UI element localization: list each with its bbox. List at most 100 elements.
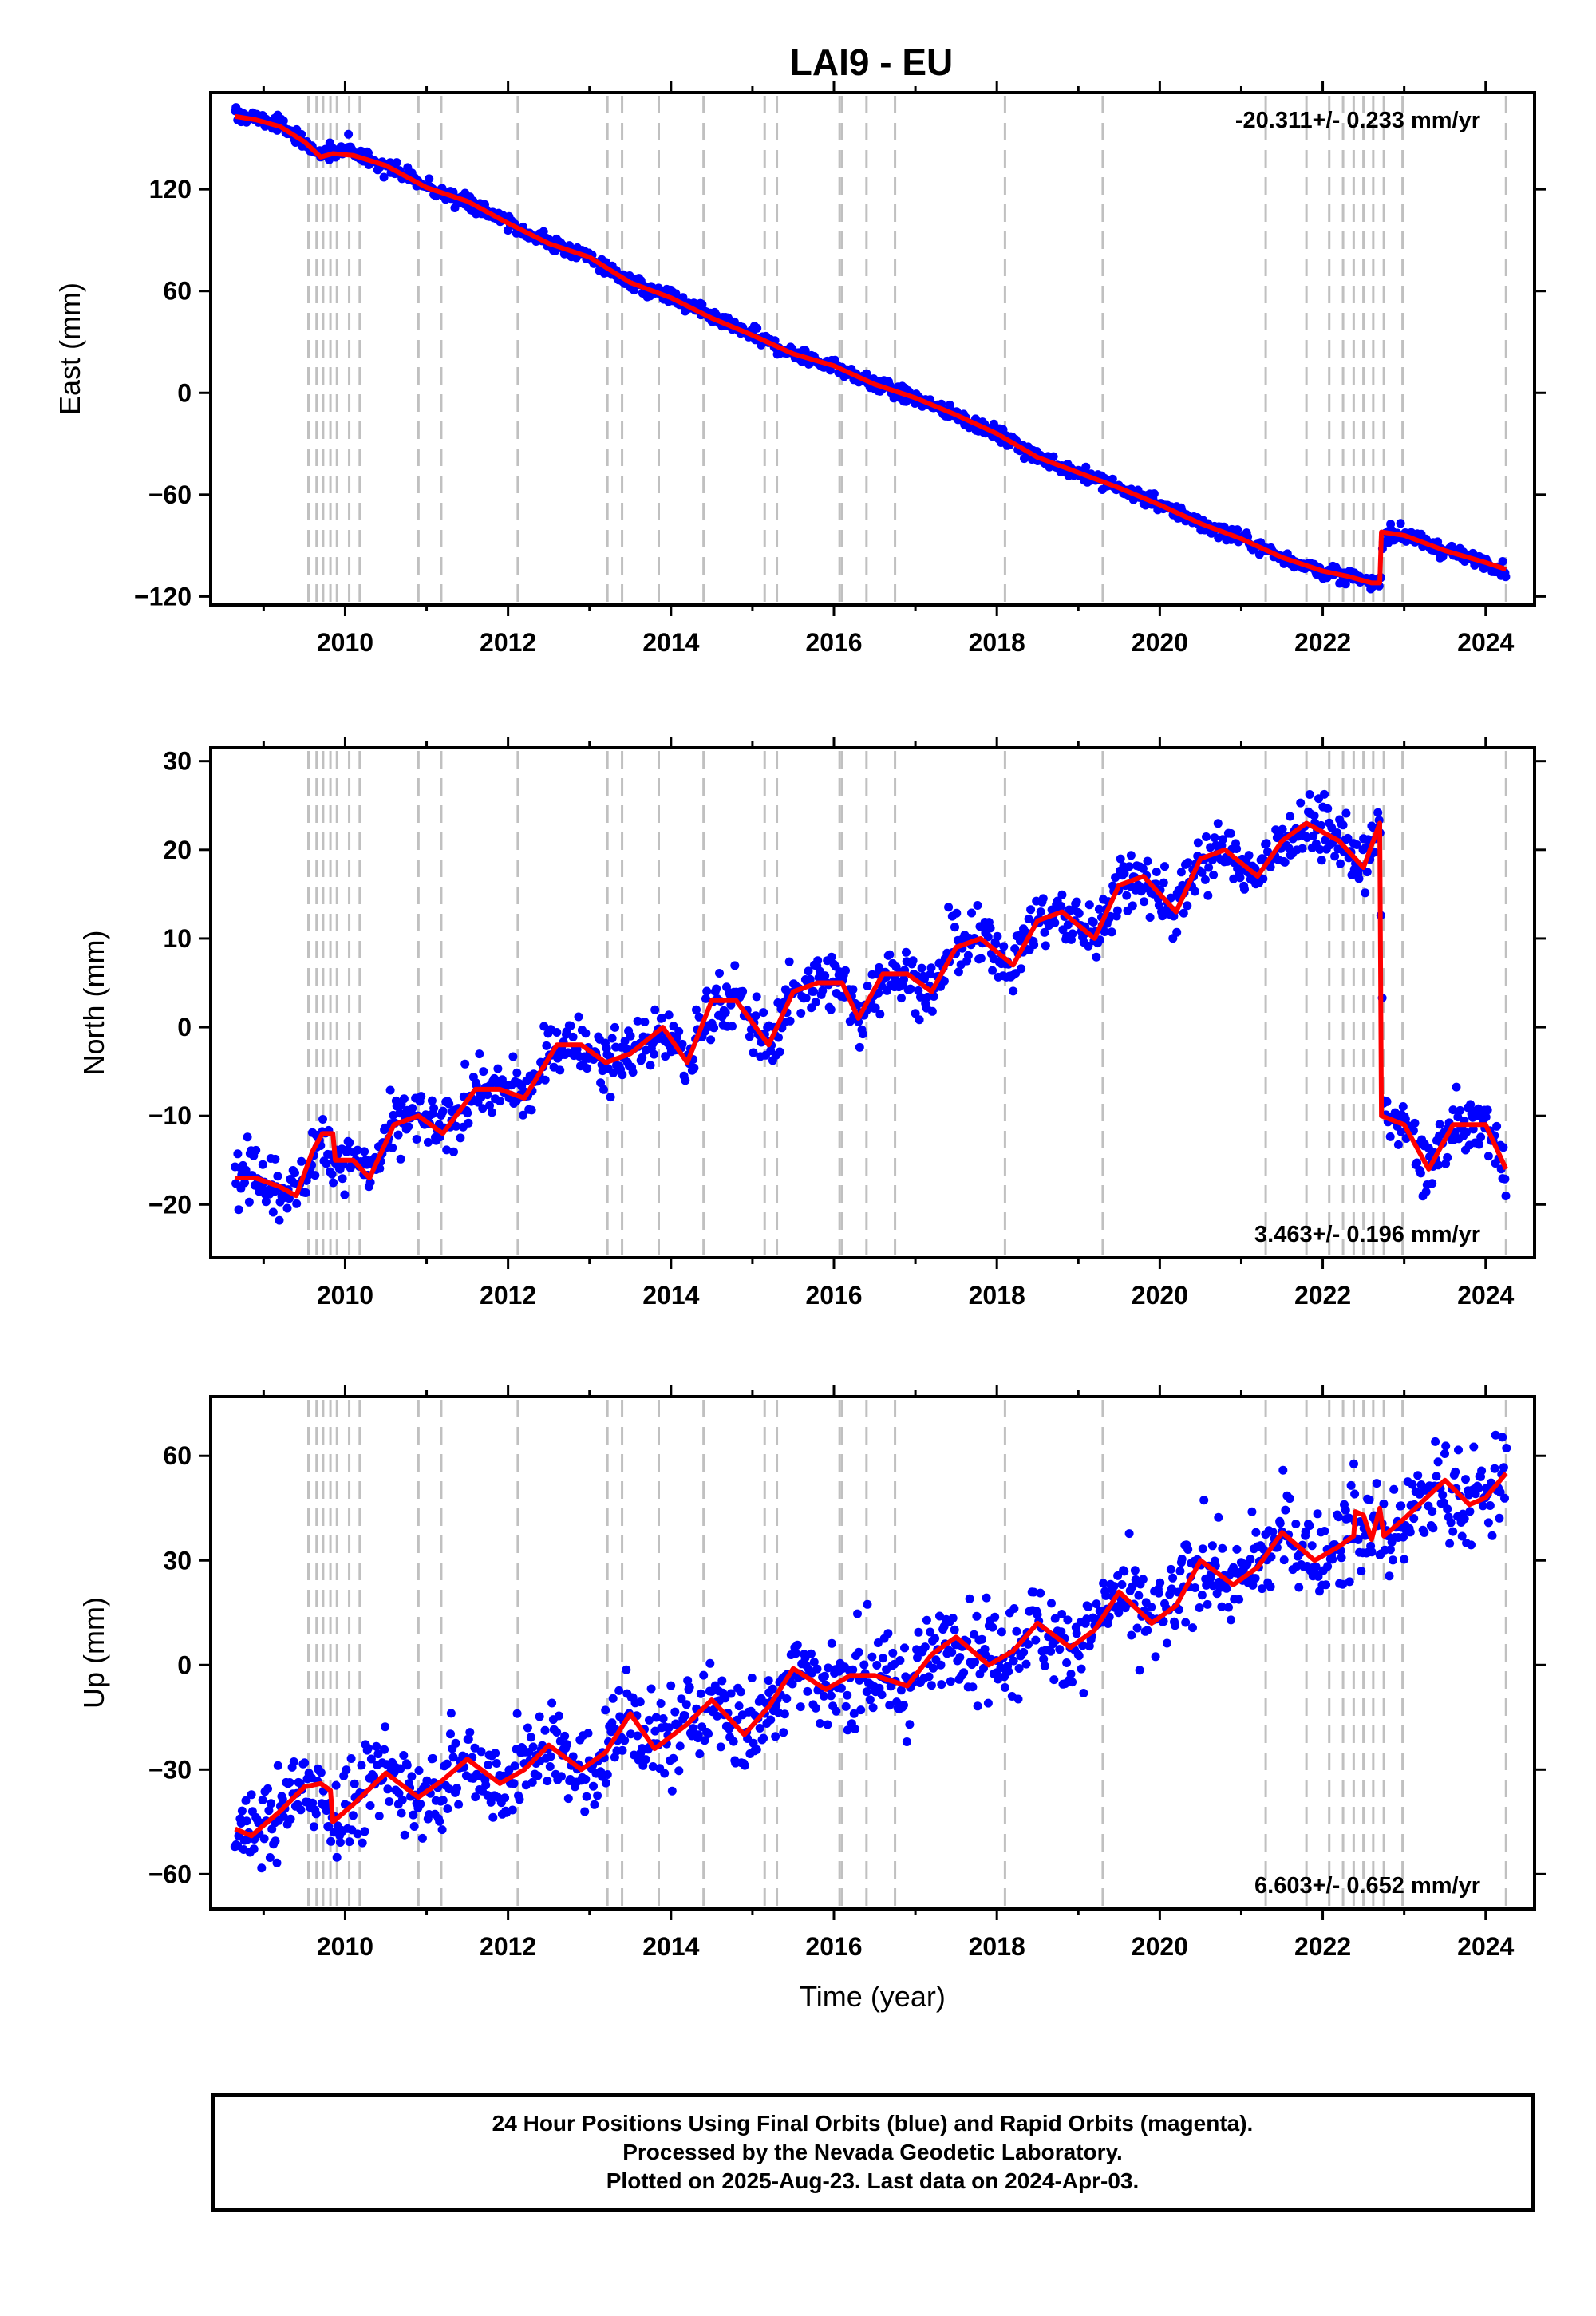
data-point: [1244, 851, 1254, 860]
data-point: [999, 942, 1009, 951]
data-point: [1066, 1670, 1076, 1678]
data-point: [628, 1068, 638, 1077]
data-point: [574, 1012, 583, 1022]
data-point: [1428, 1524, 1438, 1533]
data-point: [1024, 915, 1033, 923]
data-point: [635, 1697, 645, 1707]
data-point: [364, 1744, 373, 1753]
data-point: [1250, 1574, 1260, 1583]
data-point: [251, 1145, 261, 1155]
data-point: [1183, 1545, 1193, 1554]
data-point: [297, 1156, 306, 1166]
y-axis-label: East (mm): [53, 283, 86, 415]
data-point: [1151, 1652, 1160, 1662]
model-line: [234, 1472, 1508, 1839]
data-point: [322, 1806, 331, 1816]
y-tick-label: −30: [148, 1755, 192, 1784]
data-point: [1240, 884, 1249, 894]
data-point: [803, 1686, 812, 1696]
data-point: [449, 1147, 458, 1156]
data-point: [1448, 1105, 1458, 1115]
data-point: [1149, 489, 1159, 499]
data-point: [1235, 1595, 1244, 1604]
data-point: [429, 1753, 437, 1763]
data-point: [491, 1749, 500, 1758]
data-point: [677, 1694, 686, 1704]
data-point: [1143, 856, 1152, 866]
data-point: [816, 1719, 824, 1728]
data-point: [1134, 1591, 1144, 1600]
data-point: [552, 1728, 562, 1737]
data-point: [601, 1778, 610, 1788]
data-point: [1491, 1430, 1500, 1440]
data-point: [396, 1154, 405, 1164]
data-point: [664, 1723, 674, 1733]
data-point: [526, 1733, 535, 1742]
data-point: [365, 1178, 375, 1187]
x-tick-label: 2016: [805, 1281, 862, 1310]
data-point: [1210, 833, 1219, 843]
data-point: [897, 994, 906, 1003]
data-point: [568, 1032, 578, 1041]
east-panel: 2010 2012 2014 2016 2018 2020 2022 2024 −120 −60 0…: [53, 81, 1546, 657]
data-point: [452, 1784, 461, 1793]
data-point: [1181, 1618, 1191, 1627]
data-point: [1074, 1651, 1084, 1661]
data-point: [620, 1736, 630, 1745]
data-point: [922, 992, 932, 1002]
data-point: [946, 1677, 955, 1686]
data-point: [272, 1858, 282, 1867]
data-point: [316, 1768, 326, 1777]
data-point: [902, 947, 911, 957]
data-point: [1435, 1120, 1444, 1129]
data-point: [856, 1705, 866, 1715]
data-point: [1168, 1573, 1178, 1583]
y-tick-label: 120: [149, 175, 192, 204]
data-point: [1124, 862, 1134, 871]
data-point: [1412, 1158, 1422, 1168]
data-point: [610, 1022, 619, 1032]
data-point: [862, 1687, 871, 1697]
data-point: [640, 1018, 650, 1026]
x-axis-label: Time (year): [800, 1980, 946, 2013]
data-point: [1057, 1610, 1067, 1618]
data-point: [329, 1178, 338, 1188]
data-point: [986, 923, 995, 933]
data-point: [1315, 844, 1325, 854]
data-point: [427, 1096, 437, 1105]
data-point: [1440, 1449, 1449, 1458]
data-point: [1247, 1507, 1257, 1516]
data-point: [1013, 1694, 1023, 1704]
data-point: [818, 986, 828, 995]
data-point: [402, 1761, 412, 1770]
data-point: [1286, 812, 1295, 821]
data-point: [734, 1701, 744, 1711]
data-point: [344, 129, 354, 139]
data-point: [805, 974, 815, 984]
data-point: [930, 1634, 940, 1643]
data-point: [471, 1792, 480, 1802]
data-point: [545, 1762, 555, 1771]
data-point: [247, 1790, 256, 1800]
data-point: [877, 1690, 887, 1700]
x-tick-label: 2014: [642, 628, 699, 657]
data-point: [1227, 1615, 1235, 1625]
data-point: [278, 1795, 287, 1804]
data-point: [481, 1780, 491, 1790]
data-point: [383, 1784, 393, 1794]
data-point: [651, 1713, 661, 1722]
data-point: [1197, 1591, 1207, 1600]
data-point: [242, 1816, 251, 1826]
model-line: [235, 113, 1507, 586]
data-point: [1438, 1490, 1448, 1500]
data-point: [774, 1033, 783, 1042]
data-point: [1294, 1583, 1304, 1592]
data-point: [1088, 918, 1098, 927]
data-point: [590, 1800, 599, 1809]
data-point: [863, 982, 872, 990]
data-point: [721, 1008, 730, 1018]
data-point: [983, 932, 993, 942]
data-point: [1328, 1555, 1337, 1564]
data-point: [1501, 1192, 1511, 1200]
data-point: [454, 1800, 464, 1809]
